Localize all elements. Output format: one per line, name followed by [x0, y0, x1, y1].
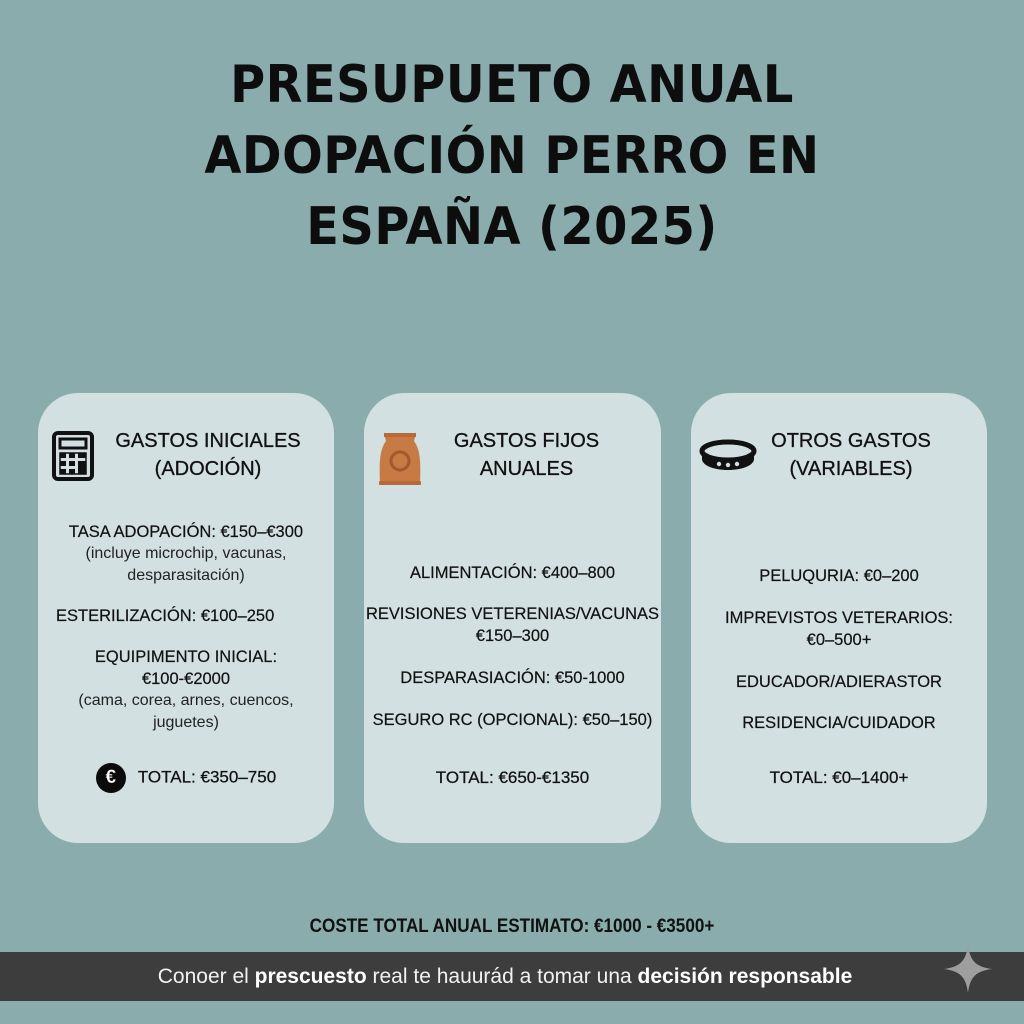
- item-boarding: RESIDENCIA/CUIDADOR: [691, 712, 987, 734]
- item-note: juguetes): [153, 714, 219, 731]
- card-title-line-2: ANUALES: [479, 458, 574, 480]
- item-deworming: DESPARASIACIÓN: €50-1000: [364, 667, 661, 689]
- total-label: TOTAL: €650-€1350: [435, 768, 590, 787]
- item-label: TASA ADOPACIÓN: €150–€300: [68, 523, 304, 541]
- card-total: TOTAL: €0–1400+: [691, 766, 987, 790]
- card-header: GASTOS FIJOS ANUALES: [364, 427, 661, 487]
- card-title-line-1: OTROS GASTOS: [771, 430, 931, 452]
- item-note: desparasitación): [127, 567, 245, 584]
- item-label: ALIMENTACIÓN: €400–800: [409, 564, 616, 582]
- item-food: ALIMENTACIÓN: €400–800: [364, 562, 661, 584]
- banner-text-part: real te hauurád a tomar una: [366, 965, 638, 988]
- card-title: GASTOS INICIALES (ADOCIÓN): [98, 427, 318, 483]
- item-equipment: EQUIPIMENTO INICIAL: €100-€2000 (cama, c…: [38, 646, 334, 734]
- item-label: SEGURO RC (OPCIONAL): €50–150): [372, 711, 653, 729]
- item-adoption-fee: TASA ADOPACIÓN: €150–€300 (incluye micro…: [38, 521, 334, 587]
- footer-banner: Conoer el prescuesto real te hauurád a t…: [0, 952, 1024, 1001]
- item-value: €100-€2000: [141, 670, 231, 688]
- total-annual-cost: COSTE TOTAL ANUAL ESTIMATO: €1000 - €350…: [309, 916, 715, 937]
- item-vet-emergencies: IMPREVISTOS VETERARIOS: €0–500+: [691, 607, 987, 651]
- card-total: € TOTAL: €350–750: [38, 763, 334, 793]
- item-label: RESIDENCIA/CUIDADOR: [742, 714, 936, 732]
- item-insurance: SEGURO RC (OPCIONAL): €50–150): [364, 709, 661, 731]
- euro-coin-icon: €: [95, 763, 126, 793]
- calculator-icon: [52, 431, 94, 481]
- card-total: TOTAL: €650-€1350: [364, 766, 661, 790]
- item-label: REVISIONES VETERENIAS/VACUNAS: [365, 605, 660, 623]
- title-line-2: ADOPACIÓN PERRO EN: [204, 126, 820, 186]
- item-note: (cama, corea, arnes, cuencos,: [78, 692, 294, 709]
- card-initial-costs: GASTOS INICIALES (ADOCIÓN) TASA ADOPACIÓ…: [38, 393, 334, 843]
- page-title: PRESUPUETO ANUAL ADOPACIÓN PERRO EN ESPA…: [41, 50, 983, 263]
- item-label: EQUIPIMENTO INICIAL:: [94, 648, 278, 666]
- item-grooming: PELUQURIA: €0–200: [691, 565, 987, 587]
- card-variable-costs: OTROS GASTOS (VARIABLES) PELUQURIA: €0–2…: [691, 393, 987, 843]
- item-value: €150–300: [475, 627, 550, 645]
- title-line-3: ESPAÑA (2025): [306, 197, 718, 257]
- item-label: PELUQURIA: €0–200: [759, 567, 919, 585]
- card-title-line-2: (ADOCIÓN): [154, 458, 262, 480]
- card-header: GASTOS INICIALES (ADOCIÓN): [38, 427, 334, 487]
- card-title-line-2: (VARIABLES): [789, 458, 913, 480]
- total-label: TOTAL: €350–750: [137, 767, 277, 787]
- item-value: €0–500+: [806, 631, 872, 649]
- banner-text-bold: decisión responsable: [637, 965, 853, 988]
- card-fixed-costs: GASTOS FIJOS ANUALES ALIMENTACIÓN: €400–…: [364, 393, 661, 843]
- card-title-line-1: GASTOS INICIALES: [115, 430, 301, 452]
- item-vet-checkups: REVISIONES VETERENIAS/VACUNAS €150–300: [364, 603, 661, 647]
- item-label: DESPARASIACIÓN: €50-1000: [400, 669, 625, 687]
- title-line-1: PRESUPUETO ANUAL: [230, 55, 794, 115]
- item-sterilization: ESTERILIZACIÓN: €100–250: [38, 605, 334, 627]
- item-label: EDUCADOR/ADIERASTOR: [736, 673, 942, 691]
- card-title: GASTOS FIJOS ANUALES: [424, 427, 629, 483]
- item-label: IMPREVISTOS VETERARIOS:: [725, 609, 953, 627]
- sparkle-icon: [944, 945, 992, 993]
- card-header: OTROS GASTOS (VARIABLES): [691, 427, 987, 487]
- card-title: OTROS GASTOS (VARIABLES): [751, 427, 951, 483]
- item-note: (incluye microchip, vacunas,: [85, 545, 287, 562]
- banner-message: Conoer el prescuesto real te hauurád a t…: [0, 964, 1010, 990]
- dog-collar-icon: [699, 439, 757, 470]
- food-bag-icon: [379, 433, 421, 485]
- item-trainer: EDUCADOR/ADIERASTOR: [691, 671, 987, 693]
- banner-text-bold: prescuesto: [254, 965, 367, 988]
- item-label: ESTERILIZACIÓN: €100–250: [56, 607, 275, 625]
- card-title-line-1: GASTOS FIJOS: [453, 430, 600, 452]
- total-label: TOTAL: €0–1400+: [769, 768, 909, 787]
- banner-text-part: Conoer el: [157, 965, 255, 988]
